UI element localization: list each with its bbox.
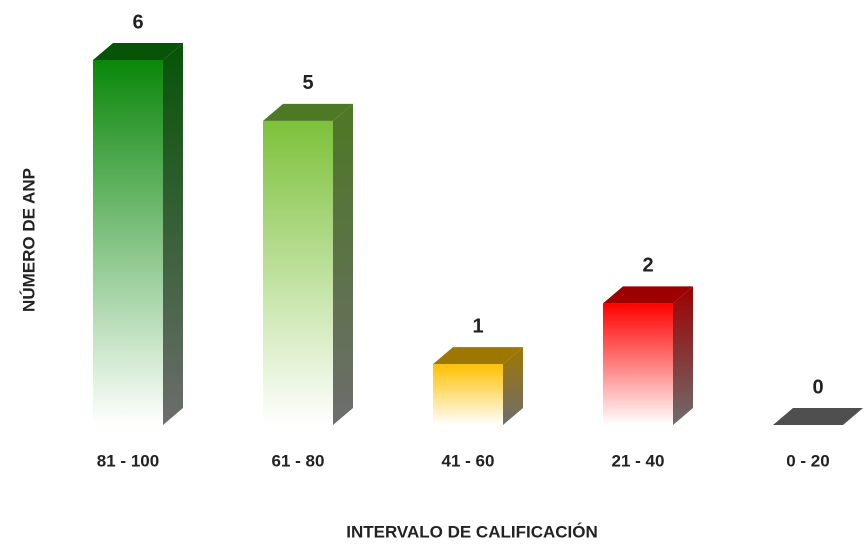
x-tick-label: 0 - 20 (786, 451, 829, 470)
bar-side (673, 286, 693, 425)
data-label: 2 (642, 255, 653, 277)
x-tick-label: 41 - 60 (442, 451, 495, 470)
bar-top (603, 286, 693, 304)
x-axis-title: INTERVALO DE CALIFICACIÓN (346, 522, 598, 541)
bar-top (773, 408, 863, 425)
bar-front (93, 60, 163, 425)
data-label: 5 (302, 72, 313, 94)
data-label: 1 (472, 315, 483, 337)
x-tick-label: 21 - 40 (612, 451, 665, 470)
bar-side (333, 103, 353, 425)
bar-top (93, 43, 183, 60)
data-label: 6 (132, 11, 143, 33)
bar-front (433, 364, 503, 425)
bar-top (263, 103, 353, 121)
y-axis-title: NÚMERO DE ANP (19, 168, 38, 312)
x-tick-label: 61 - 80 (272, 451, 325, 470)
data-label: 0 (812, 376, 823, 398)
bar-top (433, 347, 523, 365)
bar-front (603, 303, 673, 425)
bar-side (503, 347, 523, 425)
bar-side (163, 43, 183, 425)
bar-front (263, 120, 333, 425)
x-tick-label: 81 - 100 (97, 451, 159, 470)
